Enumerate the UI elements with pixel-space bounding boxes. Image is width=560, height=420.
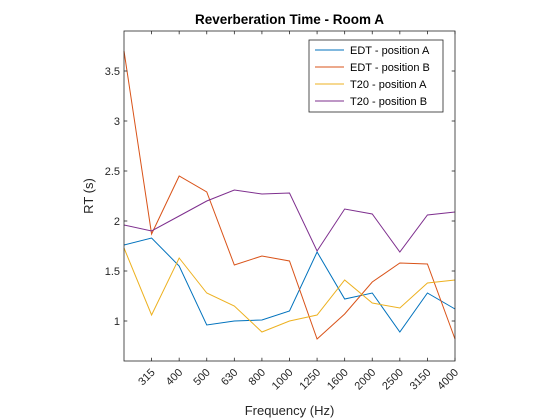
- y-tick-label: 2.5: [105, 166, 120, 178]
- y-axis: 1 1.5 2 2.5 3 3.5: [105, 66, 455, 328]
- x-tick-label: 1250: [297, 367, 323, 393]
- series-line-1: [123, 237, 456, 333]
- series-line-3: [123, 247, 456, 333]
- x-tick-label: 400: [164, 367, 185, 388]
- series-line-4: [123, 189, 456, 253]
- y-tick-label: 2: [114, 216, 120, 228]
- x-tick-label: 800: [247, 367, 268, 388]
- x-tick-label: 315: [136, 367, 157, 388]
- series-lines: [123, 50, 456, 340]
- x-tick-label: 500: [191, 367, 212, 388]
- legend-label-2: EDT - position B: [350, 62, 430, 74]
- y-tick-label: 3.5: [105, 66, 120, 78]
- series-line-2: [123, 50, 456, 340]
- legend-label-1: EDT - position A: [350, 45, 430, 57]
- y-tick-label: 1: [114, 316, 120, 328]
- legend-box: [308, 39, 444, 113]
- x-tick-label: 2500: [380, 367, 406, 393]
- legend-label-3: T20 - position A: [350, 79, 427, 91]
- x-tick-label: 3150: [408, 367, 434, 393]
- y-tick-label: 3: [114, 116, 120, 128]
- x-tick-label: 2000: [353, 367, 379, 393]
- y-axis-label: RT (s): [81, 178, 96, 214]
- x-tick-label: 4000: [435, 367, 461, 393]
- chart-title: Reverberation Time - Room A: [195, 12, 384, 27]
- y-tick-label: 1.5: [105, 266, 120, 278]
- x-tick-label: 630: [219, 367, 240, 388]
- legend-label-4: T20 - position B: [350, 96, 427, 108]
- x-axis-label: Frequency (Hz): [245, 403, 335, 418]
- x-tick-label: 1600: [325, 367, 351, 393]
- x-tick-label: 1000: [270, 367, 296, 393]
- legend: EDT - position A EDT - position B T20 - po…: [308, 39, 444, 113]
